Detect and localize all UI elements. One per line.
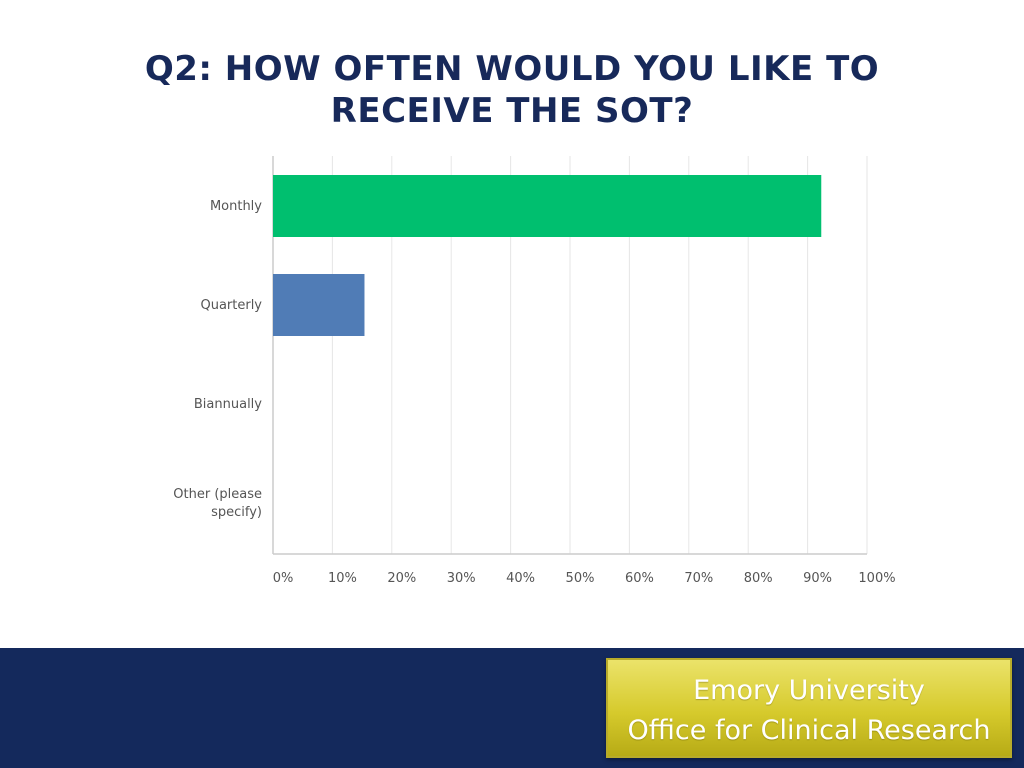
- x-tick-label: 100%: [858, 571, 895, 586]
- x-tick-label: 50%: [566, 571, 595, 586]
- title-line-2: RECEIVE THE SOT?: [330, 91, 694, 131]
- badge-line-2: Office for Clinical Research: [627, 715, 991, 746]
- category-label: Quarterly: [200, 298, 262, 313]
- category-label: specify): [211, 505, 262, 520]
- bar-quarterly: [273, 274, 365, 336]
- x-tick-label: 40%: [506, 571, 535, 586]
- slide-title: Q2: HOW OFTEN WOULD YOU LIKE TO RECEIVE …: [112, 48, 912, 132]
- title-line-1: Q2: HOW OFTEN WOULD YOU LIKE TO: [144, 49, 880, 89]
- x-tick-label: 0%: [273, 571, 294, 586]
- category-label: Biannually: [194, 397, 262, 412]
- x-tick-label: 90%: [803, 571, 832, 586]
- bar-monthly: [273, 175, 822, 237]
- x-tick-label: 70%: [684, 571, 713, 586]
- x-tick-label: 80%: [744, 571, 773, 586]
- x-tick-label: 60%: [625, 571, 654, 586]
- organization-badge: Emory University Office for Clinical Res…: [606, 658, 1012, 758]
- category-label: Monthly: [210, 199, 262, 214]
- badge-line-1: Emory University: [693, 675, 925, 706]
- category-label: Other (please: [173, 487, 262, 502]
- bar-chart: 0% 10% 20% 30% 40% 50% 60% 70% 80% 90% 100% Monthly…: [173, 156, 896, 586]
- x-tick-label: 10%: [328, 571, 357, 586]
- x-tick-label: 20%: [387, 571, 416, 586]
- x-tick-label: 30%: [447, 571, 476, 586]
